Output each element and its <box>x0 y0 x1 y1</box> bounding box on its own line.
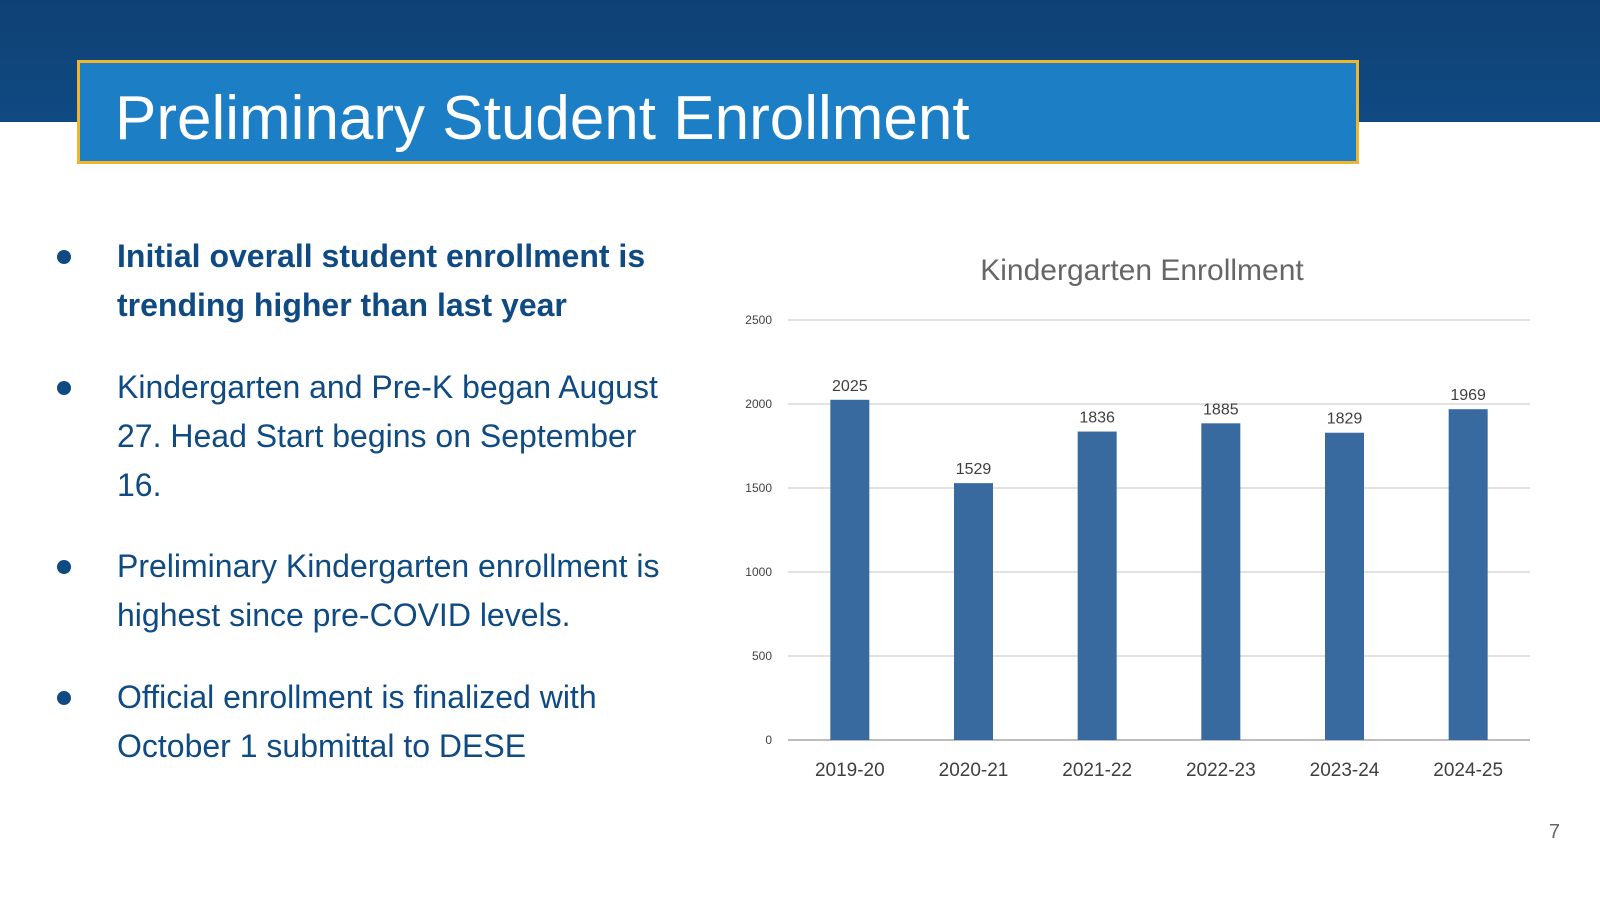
page-number: 7 <box>1548 821 1560 843</box>
bar <box>954 483 993 740</box>
y-tick-label: 2000 <box>745 397 772 411</box>
bar <box>830 399 870 740</box>
data-label: 1529 <box>956 461 992 478</box>
bar-chart: 0 500 1000 1500 2000 2500 2025 2019-20 1529 2020-… <box>745 313 1530 781</box>
grid-layer <box>788 319 1530 741</box>
bullet-icon <box>57 691 71 705</box>
bar <box>1448 409 1488 740</box>
x-tick-label: 2020-21 <box>939 760 1009 781</box>
x-tick-label: 2023-24 <box>1310 760 1380 781</box>
bar <box>1201 423 1241 740</box>
bar <box>1077 431 1117 740</box>
bars-layer <box>830 399 1488 740</box>
x-tick-label: 2022-23 <box>1186 760 1256 781</box>
y-tick-label: 500 <box>752 649 772 663</box>
data-label: 1836 <box>1079 410 1115 427</box>
bullet-icon <box>57 560 71 574</box>
bullet-text: Official enrollment is finalized with Oc… <box>117 679 597 764</box>
labels-layer: 0 500 1000 1500 2000 2500 2025 2019-20 1529 2020-… <box>745 313 1503 781</box>
data-label: 1969 <box>1450 387 1486 404</box>
bullet-text: Initial overall student enrollment is tr… <box>117 238 646 323</box>
y-tick-label: 1500 <box>745 481 772 495</box>
data-label: 2025 <box>832 378 868 395</box>
x-tick-label: 2021-22 <box>1062 760 1132 781</box>
y-tick-label: 2500 <box>745 313 772 327</box>
data-label: 1885 <box>1203 401 1239 418</box>
kindergarten-enrollment-chart: Kindergarten Enrollment 0 500 1000 1500 2000… <box>722 228 1562 808</box>
x-tick-label: 2024-25 <box>1433 760 1503 781</box>
page-title: Preliminary Student Enrollment <box>115 84 970 153</box>
bullet-icon <box>57 250 71 264</box>
x-tick-label: 2019-20 <box>815 760 885 781</box>
bullet-text: Kindergarten and Pre-K began August 27. … <box>117 369 658 503</box>
bullet-icon <box>57 381 71 395</box>
chart-title: Kindergarten Enrollment <box>980 254 1304 287</box>
y-tick-label: 1000 <box>745 565 772 579</box>
title-box: Preliminary Student Enrollment <box>77 60 1359 164</box>
y-tick-label: 0 <box>765 733 772 747</box>
data-label: 1829 <box>1327 411 1363 428</box>
bullet-text: Preliminary Kindergarten enrollment is h… <box>117 548 660 633</box>
bar <box>1325 432 1364 740</box>
